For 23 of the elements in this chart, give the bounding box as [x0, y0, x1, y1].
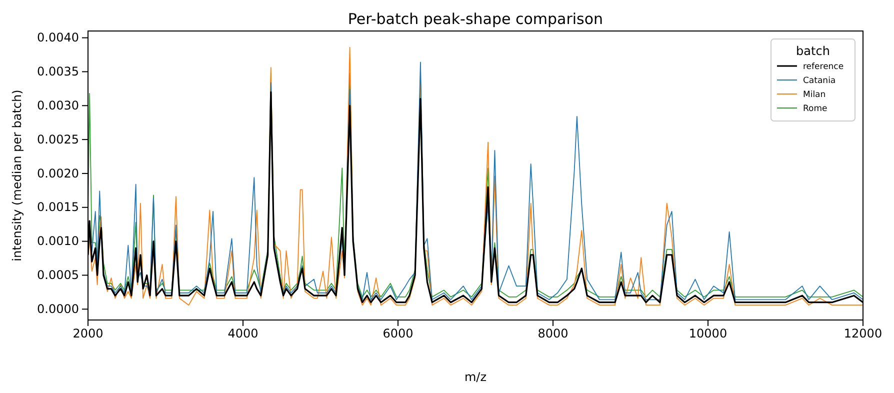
y-axis-title: intensity (median per batch)	[10, 90, 24, 262]
y-tick-label: 0.0020	[37, 166, 79, 180]
y-tick-label: 0.0000	[37, 302, 79, 316]
y-tick-label: 0.0015	[37, 200, 79, 214]
x-tick-label: 4000	[228, 326, 258, 341]
x-tick-label: 2000	[72, 326, 104, 341]
y-tick-label: 0.0030	[37, 98, 79, 112]
y-tick-label: 0.0040	[37, 30, 79, 45]
legend-label: Milan	[803, 90, 826, 100]
x-tick-label: 6000	[382, 326, 414, 341]
y-tick-label: 0.0005	[37, 268, 79, 282]
legend-title: batch	[796, 44, 830, 58]
y-tick-label: 0.0010	[37, 234, 79, 248]
y-tick-label: 0.0035	[37, 64, 79, 79]
legend-label: reference	[803, 62, 844, 72]
x-axis-title: m/z	[464, 370, 487, 384]
chart-title: Per-batch peak-shape comparison	[348, 10, 604, 28]
x-tick-label: 8000	[538, 326, 568, 341]
legend-label: Catania	[803, 76, 836, 86]
legend-label: Rome	[803, 104, 828, 114]
y-tick-label: 0.0025	[37, 132, 79, 146]
x-tick-label: 10000	[688, 326, 728, 341]
x-tick-label: 12000	[844, 326, 882, 341]
